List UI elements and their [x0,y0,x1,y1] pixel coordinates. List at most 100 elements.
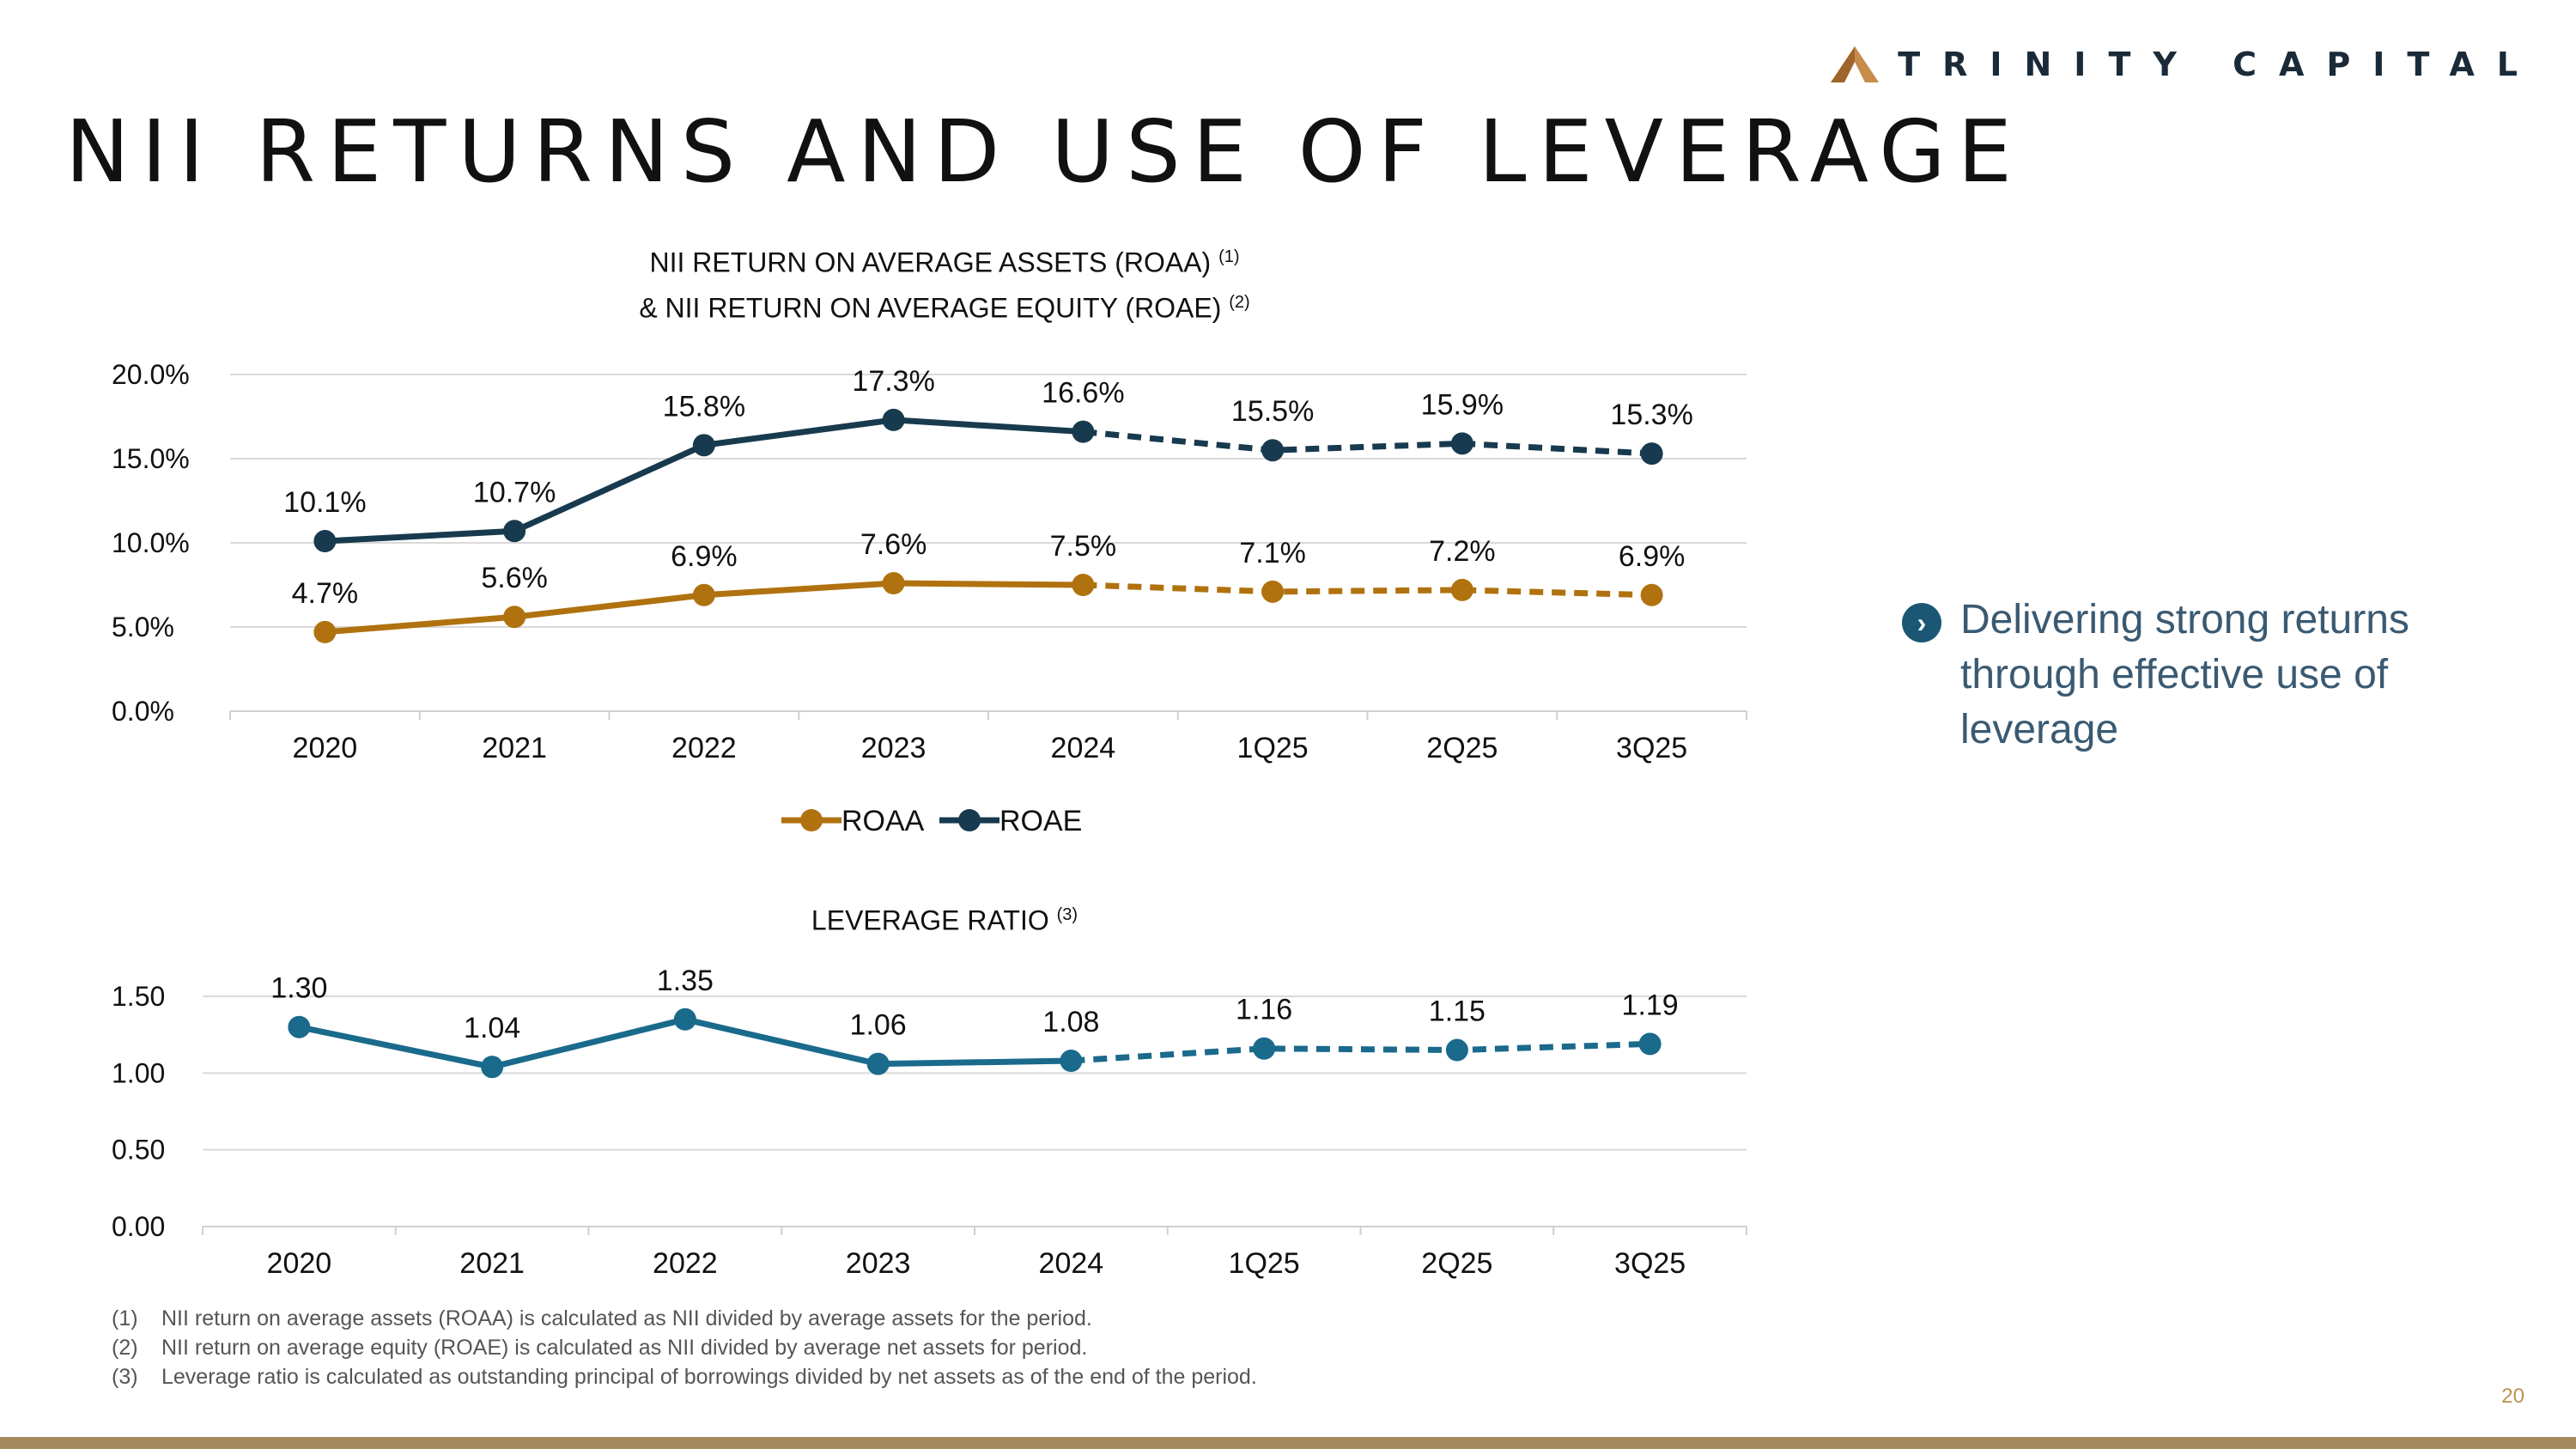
x-tick-label: 1Q25 [1237,732,1309,764]
x-tick-label: 2022 [671,732,737,764]
triangle-logo-icon [1831,46,1880,82]
x-tick-label: 2024 [1039,1247,1104,1280]
footnote: (3) Leverage ratio is calculated as outs… [112,1362,1257,1391]
chart1-title-line1-ref: (1) [1218,247,1240,266]
chart1-title-line2-ref: (2) [1229,292,1250,312]
roaa-point [1450,578,1473,601]
roaa-point [1640,583,1663,606]
footnote-text: NII return on average assets (ROAA) is c… [161,1306,1092,1330]
roaa-data-label: 4.7% [292,577,359,610]
leverage-data-label: 1.35 [657,965,714,997]
leverage-data-label: 1.04 [464,1012,520,1044]
x-tick-label: 2023 [861,732,927,764]
roaa-line-dashed [1083,581,1652,599]
roae-data-label: 10.7% [473,476,556,508]
x-tick-label: 3Q25 [1614,1247,1686,1280]
roaa-legend-label: ROAA [841,805,925,837]
x-tick-label: 2024 [1051,732,1116,764]
leverage-point [866,1052,890,1075]
roae-data-label: 15.5% [1231,395,1314,428]
key-point-text: Delivering strong returns through effect… [1960,597,2409,752]
footnotes: (1) NII return on average assets (ROAA) … [112,1304,1257,1391]
x-tick-label: 2021 [482,732,547,764]
x-tick-label: 2020 [293,732,358,764]
roae-point [1072,420,1095,443]
roae-data-label: 17.3% [852,365,934,398]
roaa-point [503,606,526,629]
page-title: NII RETURNS AND USE OF LEVERAGE [65,101,2024,202]
roae-legend-label: ROAE [999,805,1082,837]
roaa-point [1261,580,1285,603]
page-number: 20 [2501,1385,2524,1408]
roae-point [882,408,905,431]
chart2-title-ref: (3) [1056,905,1078,924]
brand-name: TRINITY CAPITAL [1898,46,2540,83]
roae-point [503,520,526,543]
x-tick-label: 2Q25 [1421,1247,1492,1280]
roaa-data-label: 7.1% [1239,537,1306,569]
roae-data-label: 15.9% [1421,388,1504,421]
x-tick-label: 2023 [846,1247,911,1280]
footnote-number: (1) [112,1306,138,1330]
leverage-data-label: 1.06 [850,1009,907,1042]
x-tick-label: 1Q25 [1229,1247,1300,1280]
leverage-point [1638,1032,1662,1056]
roaa-data-label: 7.5% [1050,530,1117,563]
x-tick-label: 2021 [459,1247,525,1280]
y-tick-label: 1.50 [112,981,165,1012]
roaa-point [692,583,715,606]
y-tick-label: 15.0% [112,443,190,474]
roae-data-label: 15.8% [663,390,745,423]
roae-line-dashed [1083,429,1652,457]
footnote: (2) NII return on average equity (ROAE) … [112,1333,1257,1362]
roaa-point [1072,574,1095,596]
bottom-accent-bar [0,1437,2576,1449]
roae-data-label: 15.3% [1610,399,1692,431]
roae-legend-marker [958,809,981,831]
footnote-text: NII return on average equity (ROAE) is c… [161,1336,1088,1360]
leverage-point [1445,1038,1468,1062]
roaa-data-label: 5.6% [481,562,548,594]
chart2-title: LEVERAGE RATIO (3) [730,895,1159,941]
footnote-number: (2) [112,1336,138,1360]
y-tick-label: 0.50 [112,1135,165,1166]
x-tick-label: 2020 [267,1247,332,1280]
roaa-point [882,572,905,595]
y-tick-label: 0.00 [112,1211,165,1242]
roaa-data-label: 7.6% [860,528,927,561]
roaa-roae-chart: 0.0% 5.0% 10.0% 15.0% 20.0% 2020 2021 2022 2023 2… [112,359,1747,837]
leverage-line-dashed [1071,1040,1650,1064]
x-tick-label: 2022 [653,1247,718,1280]
footnote-text: Leverage ratio is calculated as outstand… [161,1365,1257,1389]
leverage-data-label: 1.16 [1236,994,1292,1026]
leverage-point [288,1015,311,1038]
footnote: (1) NII return on average assets (ROAA) … [112,1304,1257,1333]
footnote-number: (3) [112,1365,138,1389]
leverage-point [1060,1050,1083,1073]
roae-point [1261,439,1285,462]
roaa-legend-marker [800,809,823,831]
roae-data-label: 16.6% [1042,377,1124,410]
x-tick-label: 2Q25 [1426,732,1498,764]
roae-point [692,434,715,457]
roaa-data-label: 6.9% [671,540,738,573]
roae-point [313,530,337,553]
y-tick-label: 0.0% [112,696,174,727]
chart1-title-line2: & NII RETURN ON AVERAGE EQUITY (ROAE) [639,292,1222,324]
roaa-data-label: 6.9% [1619,540,1686,573]
chevron-right-icon: › [1902,603,1941,642]
roae-data-label: 10.1% [283,486,366,519]
y-tick-label: 1.00 [112,1057,165,1088]
leverage-data-label: 1.30 [270,972,327,1005]
x-tick-label: 3Q25 [1616,732,1687,764]
roae-point [1450,432,1473,455]
leverage-data-label: 1.08 [1042,1006,1099,1038]
leverage-point [1253,1037,1276,1060]
roaa-data-label: 7.2% [1429,535,1496,568]
leverage-data-label: 1.19 [1622,989,1679,1021]
leverage-point [673,1008,696,1031]
chart1-title: NII RETURN ON AVERAGE ASSETS (ROAA) (1) … [601,237,1288,327]
chart2-title-text: LEVERAGE RATIO [811,904,1049,936]
key-point: › Delivering strong returns through effe… [1902,593,2510,758]
y-tick-label: 20.0% [112,359,190,390]
